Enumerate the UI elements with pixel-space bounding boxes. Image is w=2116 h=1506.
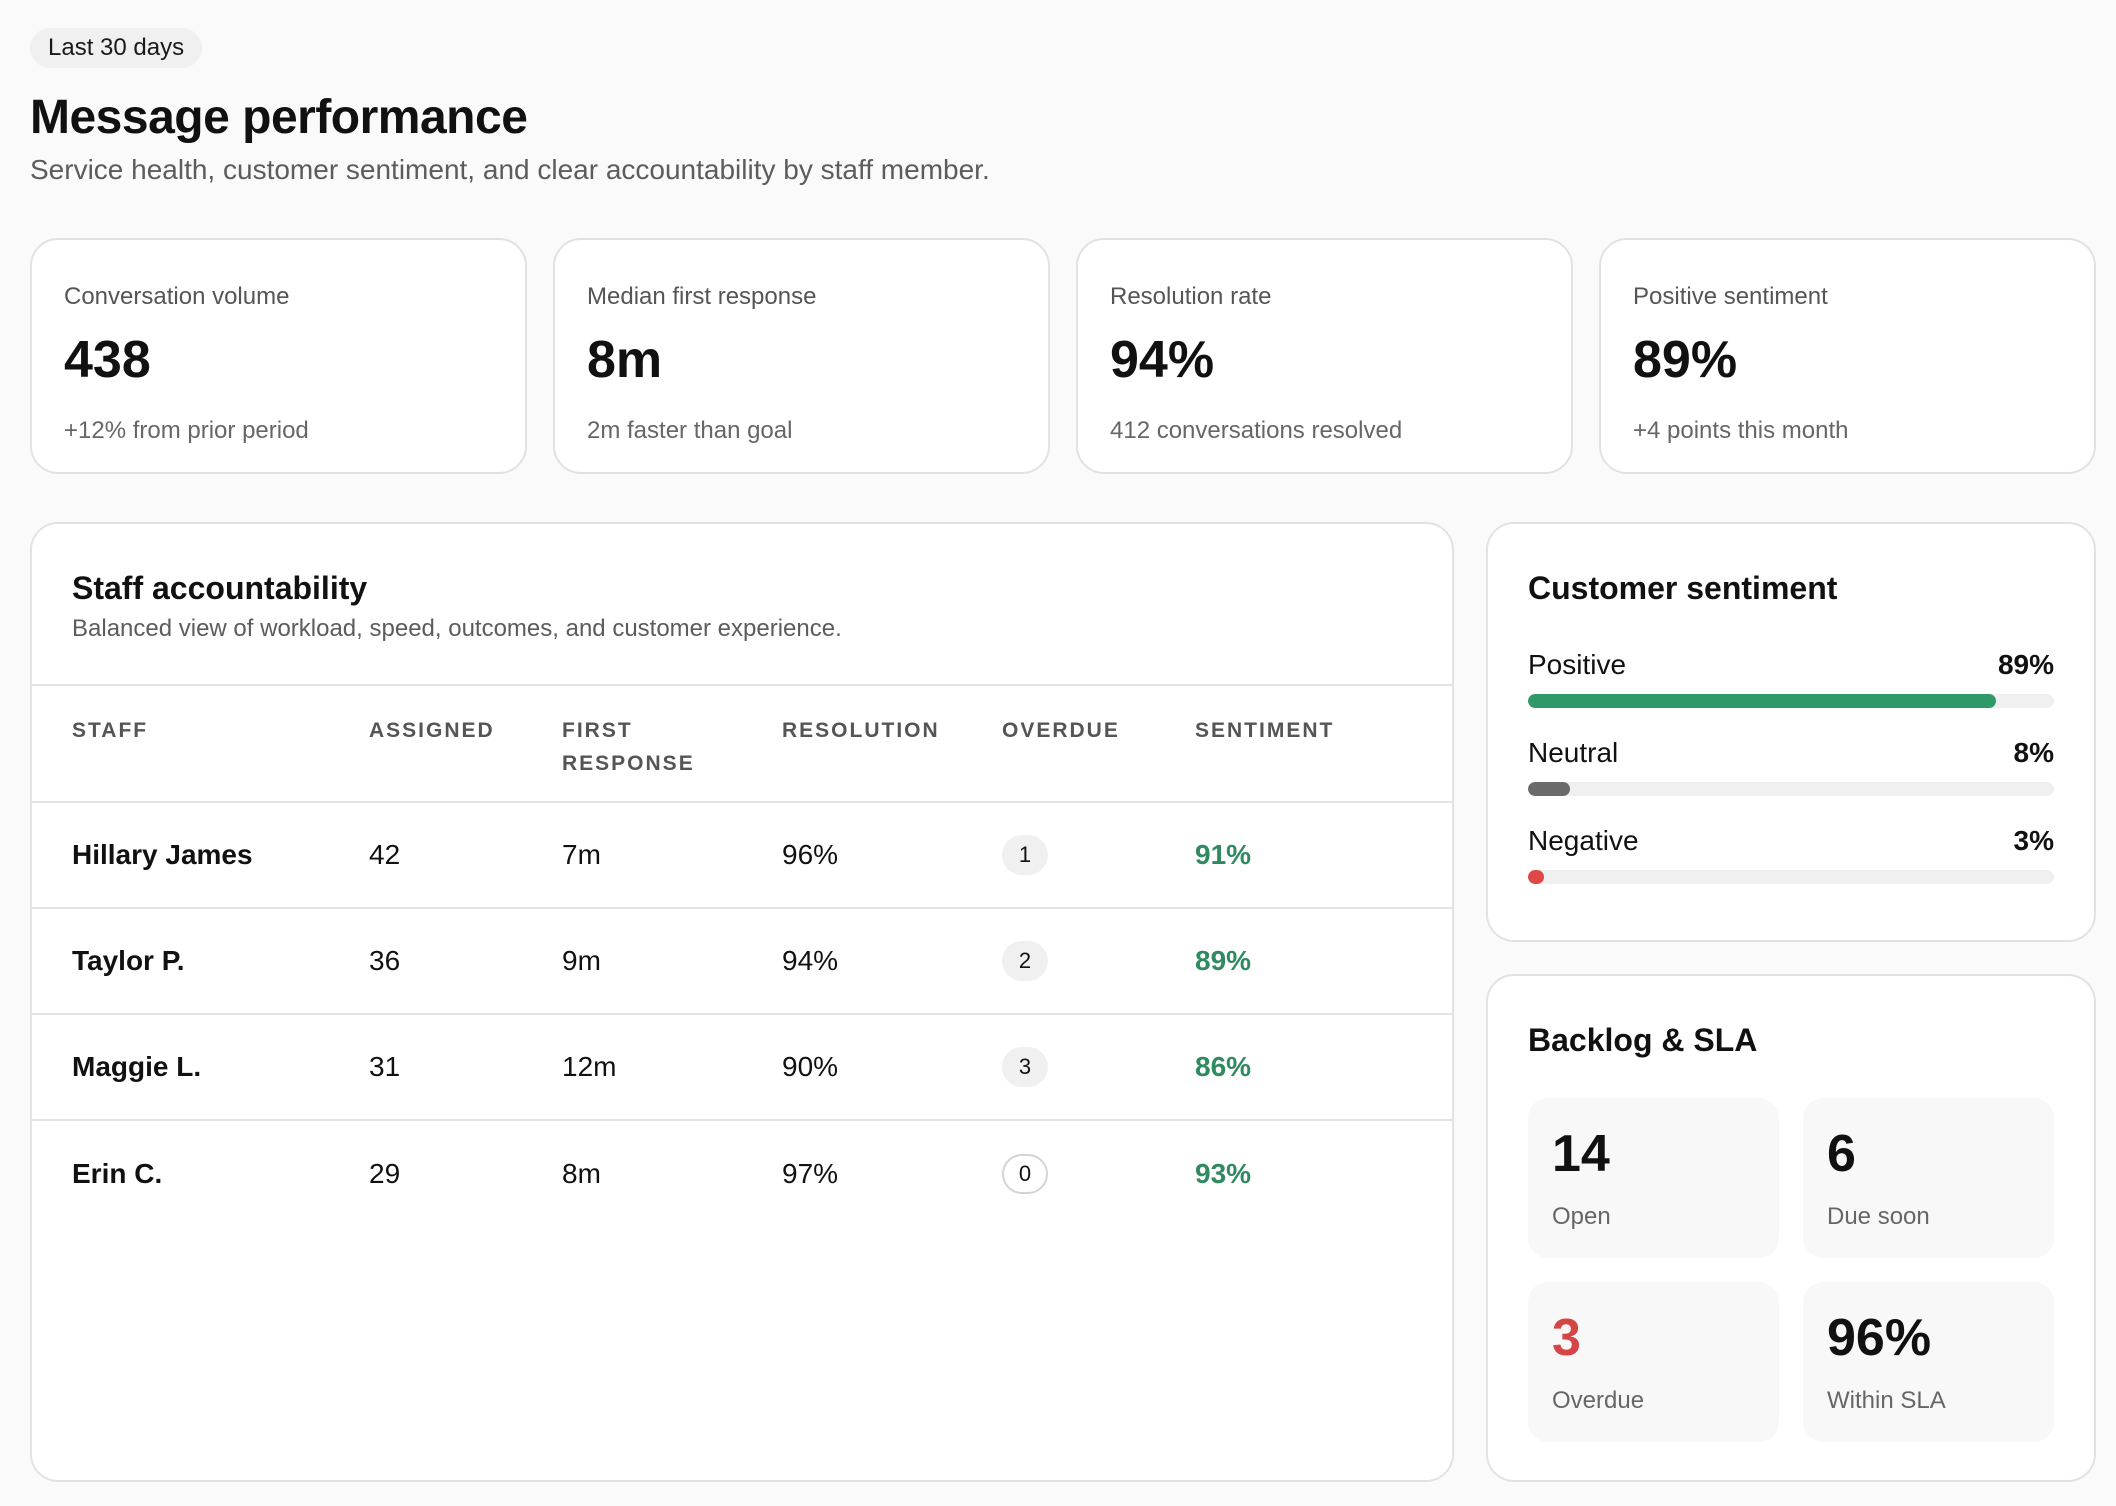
staff-name: Maggie L. <box>32 1013 369 1120</box>
resolution-rate: 90% <box>782 1013 1002 1120</box>
staff-card-subtitle: Balanced view of workload, speed, outcom… <box>72 615 842 642</box>
kpi-note: +4 points this month <box>1633 417 1849 444</box>
kpi-note: 2m faster than goal <box>587 417 793 444</box>
staff-table: STAFF ASSIGNED FIRST RESPONSE RESOLUTION… <box>32 686 1452 1226</box>
backlog-sla-card: Backlog & SLA 14 Open 6 Due soon 3 Overd… <box>1486 974 2096 1482</box>
sentiment-row-neutral: Neutral 8% <box>1528 736 2054 796</box>
kpi-label: Median first response <box>587 283 817 310</box>
page-subtitle: Service health, customer sentiment, and … <box>30 154 990 185</box>
staff-name: Erin C. <box>32 1119 369 1226</box>
kpi-card-median-first-response: Median first response 8m 2m faster than … <box>553 238 1050 474</box>
sentiment-score: 93% <box>1195 1119 1452 1226</box>
table-header-row: STAFF ASSIGNED FIRST RESPONSE RESOLUTION… <box>32 686 1452 802</box>
sentiment-bar-track <box>1528 870 2054 884</box>
kpi-value: 8m <box>587 331 663 389</box>
tile-value: 14 <box>1552 1125 1610 1183</box>
page-title: Message performance <box>30 91 528 144</box>
sentiment-card-title: Customer sentiment <box>1528 570 1838 606</box>
column-header-resolution[interactable]: RESOLUTION <box>782 719 940 742</box>
sentiment-bar-fill <box>1528 870 1544 884</box>
sentiment-bar-fill <box>1528 694 1997 708</box>
customer-sentiment-card: Customer sentiment Positive 89% Neutral … <box>1486 522 2096 942</box>
tile-label: Overdue <box>1552 1387 1645 1414</box>
table-row[interactable]: Taylor P. 36 9m 94% 2 89% <box>32 907 1452 1014</box>
overdue-cell: 0 <box>1002 1119 1195 1226</box>
staff-name: Taylor P. <box>32 907 369 1014</box>
sentiment-row-negative: Negative 3% <box>1528 824 2054 884</box>
tile-value: 6 <box>1827 1125 1856 1183</box>
backlog-card-title: Backlog & SLA <box>1528 1022 1758 1058</box>
backlog-tile-due-soon: 6 Due soon <box>1803 1098 2054 1258</box>
sentiment-bar-fill <box>1528 782 1571 796</box>
column-header-first-response[interactable]: FIRST RESPONSE <box>562 719 695 775</box>
staff-name: Hillary James <box>32 801 369 908</box>
column-header-staff[interactable]: STAFF <box>72 719 149 742</box>
sentiment-label: Positive <box>1528 649 1627 680</box>
sentiment-percent: 8% <box>2013 737 2054 768</box>
sentiment-bar-track <box>1528 782 2054 796</box>
tile-label: Due soon <box>1827 1203 1930 1230</box>
resolution-rate: 94% <box>782 907 1002 1014</box>
sentiment-score: 91% <box>1195 801 1452 908</box>
overdue-badge: 2 <box>1002 941 1048 981</box>
backlog-tile-overdue: 3 Overdue <box>1528 1282 1779 1442</box>
tile-value: 96% <box>1827 1309 1932 1367</box>
sentiment-score: 86% <box>1195 1013 1452 1120</box>
table-row[interactable]: Erin C. 29 8m 97% 0 93% <box>32 1119 1452 1226</box>
column-header-sentiment[interactable]: SENTIMENT <box>1195 719 1335 742</box>
first-response-time: 12m <box>562 1013 782 1120</box>
kpi-card-resolution-rate: Resolution rate 94% 412 conversations re… <box>1076 238 1573 474</box>
kpi-note: +12% from prior period <box>64 417 309 444</box>
assigned-count: 29 <box>369 1119 562 1226</box>
assigned-count: 31 <box>369 1013 562 1120</box>
tile-label: Within SLA <box>1827 1387 1946 1414</box>
overdue-badge: 0 <box>1002 1153 1048 1194</box>
kpi-label: Resolution rate <box>1110 283 1272 310</box>
column-header-assigned[interactable]: ASSIGNED <box>369 719 495 742</box>
overdue-cell: 2 <box>1002 907 1195 1014</box>
overdue-badge: 3 <box>1002 1047 1048 1087</box>
sentiment-score: 89% <box>1195 907 1452 1014</box>
staff-card-header: Staff accountability Balanced view of wo… <box>32 524 1452 686</box>
kpi-note: 412 conversations resolved <box>1110 417 1403 444</box>
assigned-count: 42 <box>369 801 562 908</box>
staff-accountability-card: Staff accountability Balanced view of wo… <box>30 522 1454 1482</box>
kpi-card-conversation-volume: Conversation volume 438 +12% from prior … <box>30 238 527 474</box>
sentiment-percent: 89% <box>1997 649 2054 680</box>
column-header-overdue[interactable]: OVERDUE <box>1002 719 1120 742</box>
backlog-grid: 14 Open 6 Due soon 3 Overdue 96% Within … <box>1528 1098 2054 1442</box>
kpi-label: Positive sentiment <box>1633 283 1828 310</box>
period-filter-pill[interactable]: Last 30 days <box>30 28 203 68</box>
tile-label: Open <box>1552 1203 1611 1230</box>
sentiment-label: Neutral <box>1528 737 1619 768</box>
overdue-badge: 1 <box>1002 835 1048 875</box>
kpi-label: Conversation volume <box>64 283 290 310</box>
staff-card-title: Staff accountability <box>72 570 368 606</box>
tile-value: 3 <box>1552 1309 1581 1367</box>
table-row[interactable]: Hillary James 42 7m 96% 1 91% <box>32 801 1452 908</box>
first-response-time: 7m <box>562 801 782 908</box>
table-row[interactable]: Maggie L. 31 12m 90% 3 86% <box>32 1013 1452 1120</box>
kpi-card-positive-sentiment: Positive sentiment 89% +4 points this mo… <box>1599 238 2096 474</box>
sentiment-bar-track <box>1528 694 2054 708</box>
backlog-tile-within-sla: 96% Within SLA <box>1803 1282 2054 1442</box>
first-response-time: 9m <box>562 907 782 1014</box>
kpi-value: 438 <box>64 331 151 389</box>
assigned-count: 36 <box>369 907 562 1014</box>
sentiment-row-positive: Positive 89% <box>1528 648 2054 708</box>
overdue-cell: 3 <box>1002 1013 1195 1120</box>
first-response-time: 8m <box>562 1119 782 1226</box>
sentiment-percent: 3% <box>2013 825 2054 856</box>
kpi-value: 94% <box>1110 331 1215 389</box>
sentiment-label: Negative <box>1528 825 1639 856</box>
resolution-rate: 97% <box>782 1119 1002 1226</box>
kpi-value: 89% <box>1633 331 1738 389</box>
resolution-rate: 96% <box>782 801 1002 908</box>
overdue-cell: 1 <box>1002 801 1195 908</box>
backlog-tile-open: 14 Open <box>1528 1098 1779 1258</box>
kpi-row: Conversation volume 438 +12% from prior … <box>30 238 2096 474</box>
